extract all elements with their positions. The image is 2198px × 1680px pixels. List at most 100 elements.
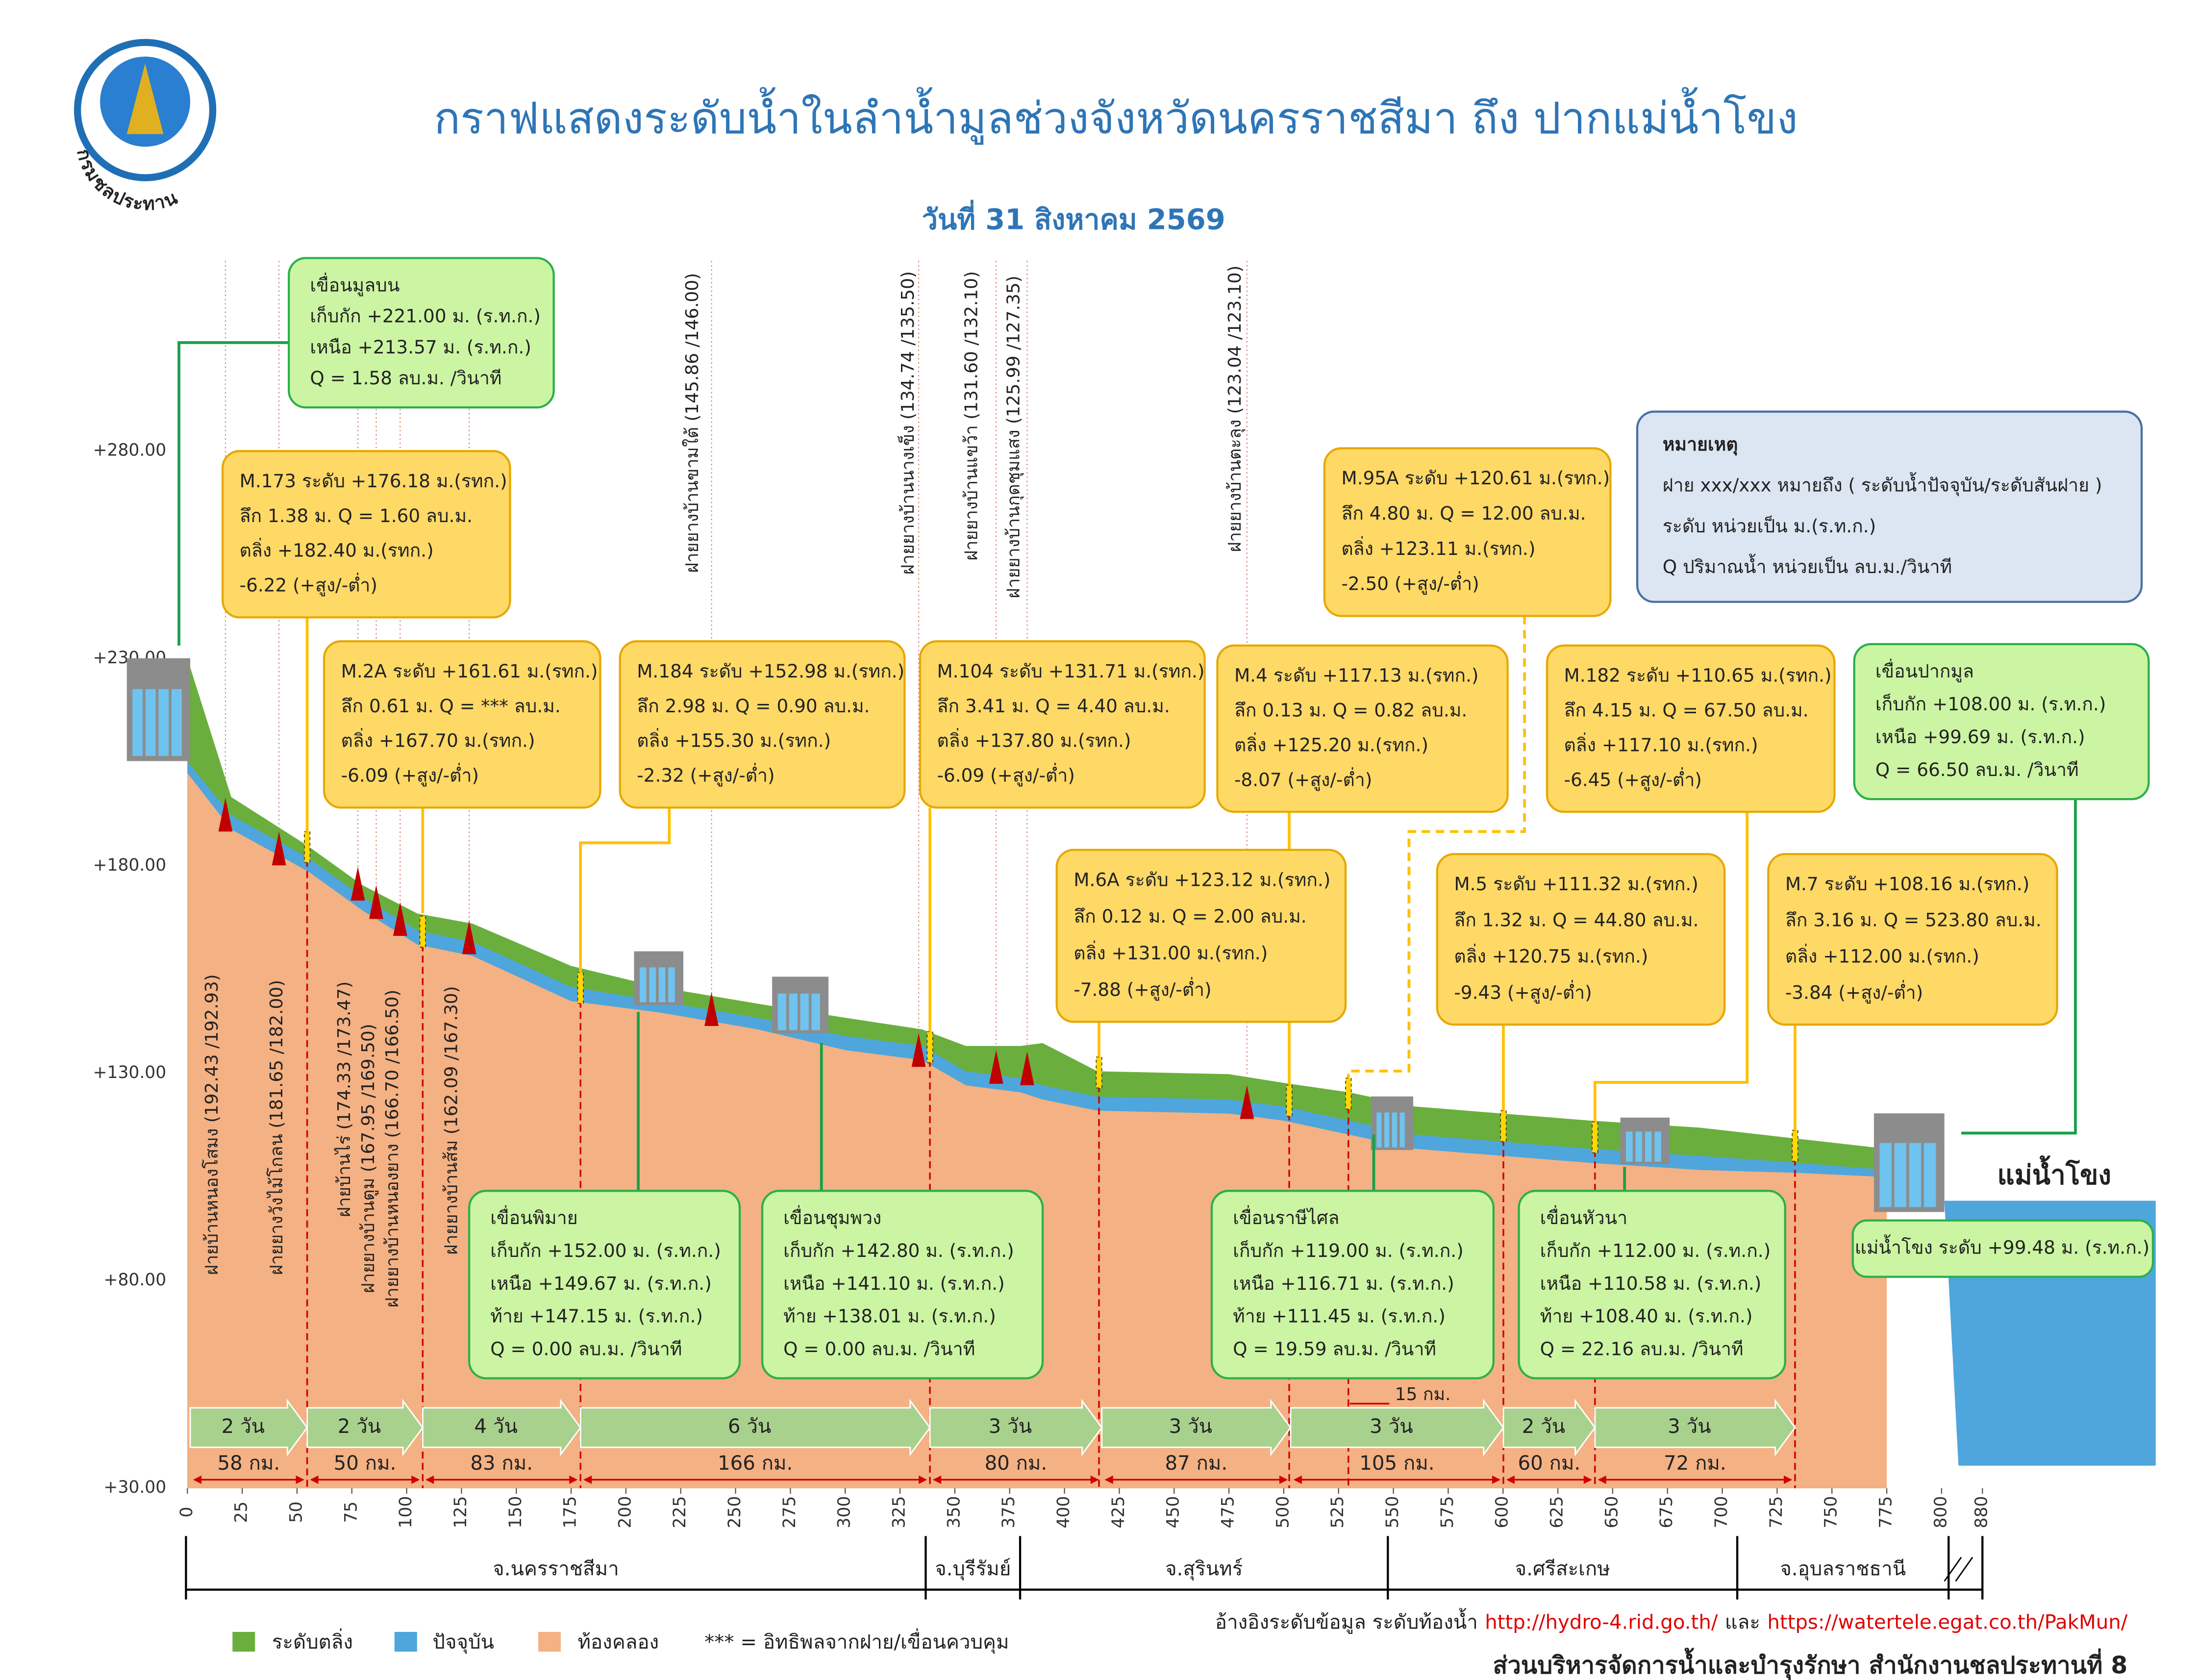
dam-box-line: เขื่อนมูลบน xyxy=(310,272,400,296)
station-box-bg xyxy=(1216,644,1509,813)
dam-gate xyxy=(132,689,143,756)
source-part: http://hydro-4.rid.go.th/ xyxy=(1485,1611,1718,1634)
station-box-line: ตลิ่ง +112.00 ม.(รทก.) xyxy=(1785,944,1979,967)
dam-gate xyxy=(1376,1112,1382,1148)
weir-marker xyxy=(989,1050,1003,1084)
dam-box: เขื่อนปากมูลเก็บกัก +108.00 ม. (ร.ท.ก.) เ… xyxy=(1853,643,2150,801)
x-tick-label: 425 xyxy=(1109,1496,1128,1529)
x-tick-label: 625 xyxy=(1548,1496,1567,1529)
dam-connector xyxy=(1961,799,2077,1135)
dam-box-line: เหนือ +149.67 ม. (ร.ท.ก.) xyxy=(490,1273,712,1294)
station-box-line: M.182 ระดับ +110.65 ม.(รทก.) xyxy=(1564,665,1832,686)
dam-box-line: เก็บกัก +152.00 ม. (ร.ท.ก.) xyxy=(490,1239,721,1261)
weir-label: ฝายยางบ้านกุดชุมแสง (125.99 /127.35) xyxy=(1004,276,1024,598)
dam-gate xyxy=(1909,1143,1922,1207)
travel-arrow xyxy=(1594,1399,1796,1457)
station-box-line: M.173 ระดับ +176.18 ม.(รทก.) xyxy=(240,470,507,492)
station-connector xyxy=(1593,812,1749,1122)
travel-arrow xyxy=(929,1399,1103,1457)
station-box-line: M.95A ระดับ +120.61 ม.(รทก.) xyxy=(1341,467,1610,489)
x-tick-label: 500 xyxy=(1273,1496,1293,1529)
dam-box-line: เก็บกัก +108.00 ม. (ร.ท.ก.) xyxy=(1875,693,2106,715)
travel-time: 2 วัน xyxy=(222,1415,265,1438)
dam-box-line: เหนือ +110.58 ม. (ร.ท.ก.) xyxy=(1540,1273,1762,1294)
weir-marker xyxy=(911,1033,926,1067)
travel-time: 6 วัน xyxy=(728,1415,771,1438)
gauge xyxy=(1592,1121,1599,1153)
station-box-line: M.7 ระดับ +108.16 ม.(รทก.) xyxy=(1785,873,2029,895)
dam-gate xyxy=(800,993,809,1030)
travel-distance: 83 กม. xyxy=(470,1452,533,1475)
province-label: จ.อุบลราชธานี xyxy=(1780,1557,1906,1580)
dam-box-line: เขื่อนราษีไศล xyxy=(1233,1205,1339,1229)
dam-gate xyxy=(171,689,182,756)
station-connector xyxy=(579,807,671,973)
station-box-line: ลึก 2.98 ม. Q = 0.90 ลบ.ม. xyxy=(637,695,870,717)
logo-figure xyxy=(126,63,164,134)
mekong-box xyxy=(1851,1219,2154,1278)
x-tick-label: 0 xyxy=(177,1507,197,1518)
weir-label: ฝายยางบ้านนางเข็ง (134.74 /135.50) xyxy=(897,271,918,575)
travel-time: 3 วัน xyxy=(1668,1415,1711,1438)
station-box-line: -6.45 (+สูง/-ต่ำ) xyxy=(1564,767,1702,791)
dam-gate xyxy=(1923,1143,1936,1207)
dam-box-bg xyxy=(1518,1190,1786,1379)
x-tick-label: 880 xyxy=(1972,1496,1992,1529)
station-box-line: ตลิ่ง +120.75 ม.(รทก.) xyxy=(1454,944,1648,967)
note-box-line: ระดับ หน่วยเป็น ม.(ร.ท.ก.) xyxy=(1663,515,1876,537)
note-box-line: หมายเหตุ xyxy=(1663,433,1738,456)
x-tick-label: 225 xyxy=(670,1496,690,1529)
mekong-label: แม่น้ำโขง xyxy=(1998,1155,2112,1191)
weir-marker xyxy=(1020,1051,1034,1085)
legend-note: *** = อิทธิพลจากฝาย/เขื่อนควบคุม xyxy=(704,1628,1009,1654)
y-tick-label: +280.00 xyxy=(93,441,167,460)
x-tick-label: 375 xyxy=(999,1496,1019,1529)
y-tick-label: +80.00 xyxy=(104,1270,167,1290)
source-part: และ xyxy=(1725,1611,1760,1634)
station-box: M.104 ระดับ +131.71 ม.(รทก.) ลึก 3.41 ม. … xyxy=(919,640,1206,809)
station-box-line: -6.22 (+สูง/-ต่ำ) xyxy=(240,573,377,597)
station-box-line: ตลิ่ง +131.00 ม.(รทก.) xyxy=(1074,940,1268,964)
dam-box-line: ท้าย +108.40 ม. (ร.ท.ก.) xyxy=(1540,1305,1753,1327)
legend-label: ท้องคลอง xyxy=(577,1631,659,1654)
weir-label: ฝายยางบ้านตูม (167.95 /169.50) xyxy=(358,1024,378,1293)
weir-marker xyxy=(350,867,365,901)
dam-gate xyxy=(1879,1143,1892,1207)
station-box-bg xyxy=(619,640,906,809)
province-label: จ.บุรีรัมย์ xyxy=(935,1557,1011,1580)
station-box-line: ตลิ่ง +123.11 ม.(รทก.) xyxy=(1341,536,1535,559)
gauge xyxy=(926,1031,933,1063)
station-box-line: ลึก 1.32 ม. Q = 44.80 ลบ.ม. xyxy=(1454,909,1698,931)
station-box-line: ลึก 0.61 ม. Q = *** ลบ.ม. xyxy=(341,695,561,717)
dam-gate xyxy=(1384,1112,1390,1148)
station-connector xyxy=(1347,616,1526,1078)
dam-gate xyxy=(639,967,647,1003)
station-box-line: ตลิ่ง +125.20 ม.(รทก.) xyxy=(1234,732,1428,755)
dam-box-bg xyxy=(1853,643,2150,801)
station-box-line: -3.84 (+สูง/-ต่ำ) xyxy=(1785,979,1923,1003)
station-box-bg xyxy=(221,450,511,619)
x-tick-label: 550 xyxy=(1383,1496,1402,1529)
dam-box-line: เหนือ +99.69 ม. (ร.ท.ก.) xyxy=(1875,726,2085,748)
gauge xyxy=(577,972,584,1004)
dam-box-line: เขื่อนปากมูล xyxy=(1875,658,1974,682)
dam-box-line: เขื่อนพิมาย xyxy=(490,1205,577,1229)
x-tick-label: 400 xyxy=(1054,1496,1074,1529)
weir-marker xyxy=(272,831,286,866)
weir-label: ฝายยางบ้านตะลุง (123.04 /123.10) xyxy=(1225,266,1245,552)
gauge xyxy=(1286,1084,1293,1117)
travel-time: 2 วัน xyxy=(338,1415,381,1438)
dam-box-line: Q = 0.00 ลบ.ม. /วินาที xyxy=(490,1338,682,1360)
x-tick-label: 75 xyxy=(341,1502,361,1523)
travel-time: 4 วัน xyxy=(475,1415,518,1438)
gauge xyxy=(1096,1056,1102,1089)
x-tick-label: 450 xyxy=(1164,1496,1183,1529)
travel-time: 3 วัน xyxy=(989,1415,1032,1438)
dam-box-bg xyxy=(761,1190,1044,1379)
station-box-line: ลึก 4.80 ม. Q = 12.00 ลบ.ม. xyxy=(1341,502,1586,524)
station-box: M.173 ระดับ +176.18 ม.(รทก.) ลึก 1.38 ม. … xyxy=(221,450,511,619)
travel-arrow xyxy=(579,1399,931,1457)
